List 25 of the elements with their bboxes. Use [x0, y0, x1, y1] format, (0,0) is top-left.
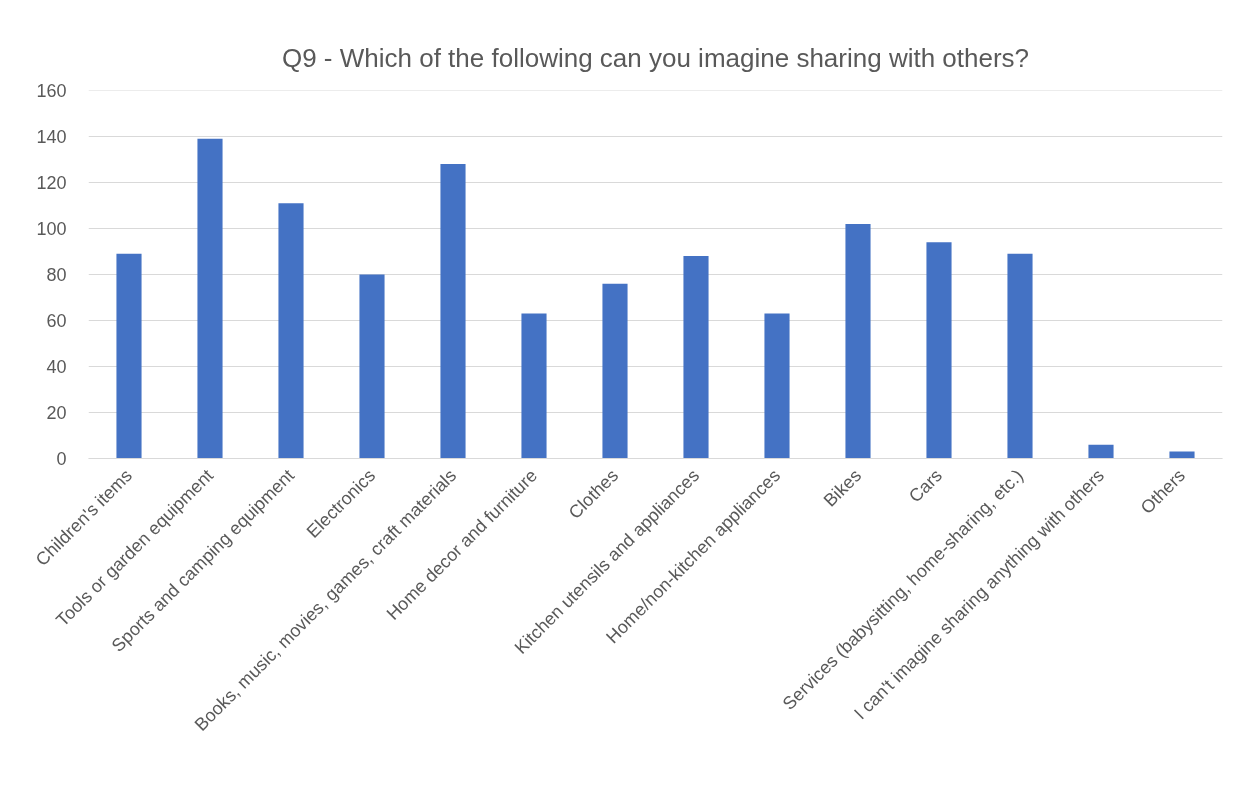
chart-title: Q9 - Which of the following can you imagine sharing with others? — [281, 42, 1030, 73]
y-tick-label: 0 — [56, 449, 67, 469]
bar — [764, 313, 790, 459]
bar — [683, 256, 709, 459]
bar — [1169, 451, 1195, 459]
y-tick-label: 140 — [36, 127, 67, 147]
bar — [197, 138, 223, 459]
y-tick-label: 20 — [46, 403, 67, 423]
y-tick-label: 60 — [46, 311, 67, 331]
bar — [1007, 253, 1033, 459]
y-tick-label: 80 — [46, 265, 67, 285]
bar — [1088, 444, 1114, 459]
bar — [926, 242, 952, 459]
bar — [602, 283, 628, 459]
y-tick-label: 160 — [36, 81, 67, 101]
bar — [521, 313, 547, 459]
y-tick-label: 100 — [36, 219, 67, 239]
y-tick-label: 120 — [36, 173, 67, 193]
bar — [440, 164, 466, 459]
x-tick-label: Cars — [905, 465, 947, 507]
bar — [116, 253, 142, 459]
y-tick-label: 40 — [46, 357, 67, 377]
bar — [359, 274, 385, 459]
bar — [845, 223, 871, 459]
bar — [278, 203, 304, 459]
